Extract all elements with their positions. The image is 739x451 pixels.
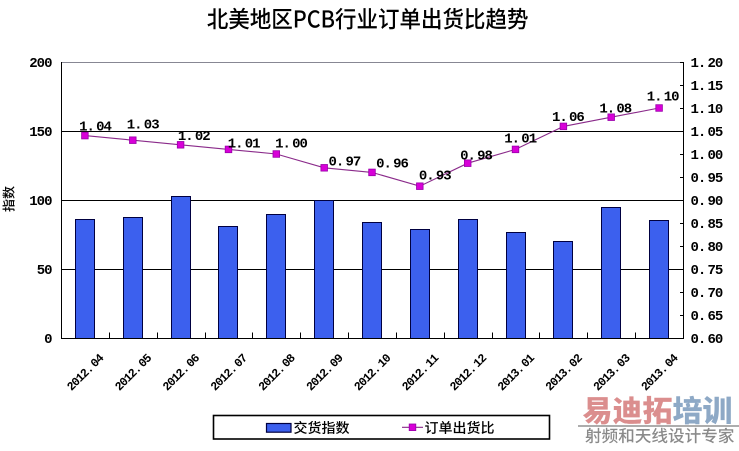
svg-text:0.60: 0. 60 — [691, 332, 723, 348]
svg-text:0.80: 0. 80 — [691, 240, 723, 256]
svg-text:1.10: 1. 10 — [647, 90, 679, 106]
svg-text:150: 150 — [29, 125, 52, 141]
svg-text:1.03: 1. 03 — [127, 118, 159, 134]
svg-text:0.97: 0. 97 — [328, 155, 360, 171]
svg-text:1.01: 1. 01 — [228, 136, 260, 152]
svg-text:200: 200 — [29, 56, 52, 72]
svg-text:0.95: 0. 95 — [691, 171, 723, 187]
svg-text:1.08: 1. 08 — [599, 102, 631, 118]
svg-text:1.01: 1. 01 — [504, 132, 536, 148]
svg-text:0: 0 — [44, 332, 52, 348]
svg-text:1.00: 1. 00 — [275, 137, 307, 153]
svg-text:1.04: 1. 04 — [79, 120, 111, 136]
svg-text:0.65: 0. 65 — [691, 309, 723, 325]
svg-text:0.70: 0. 70 — [691, 286, 723, 302]
svg-text:1.15: 1. 15 — [691, 79, 723, 95]
svg-text:0.85: 0. 85 — [691, 217, 723, 233]
svg-text:1.05: 1. 05 — [691, 125, 723, 141]
svg-text:1.20: 1. 20 — [691, 56, 723, 72]
svg-text:1.00: 1. 00 — [691, 148, 723, 164]
svg-text:1.06: 1. 06 — [552, 110, 584, 126]
svg-text:0.90: 0. 90 — [691, 194, 723, 210]
svg-text:1.10: 1. 10 — [691, 102, 723, 118]
svg-text:0.98: 0. 98 — [460, 149, 492, 165]
svg-text:50: 50 — [37, 263, 52, 279]
svg-text:0.93: 0. 93 — [419, 169, 451, 185]
svg-text:1.02: 1. 02 — [178, 129, 210, 145]
svg-text:0.75: 0. 75 — [691, 263, 723, 279]
svg-text:100: 100 — [29, 194, 52, 210]
svg-text:0.96: 0. 96 — [376, 157, 408, 173]
